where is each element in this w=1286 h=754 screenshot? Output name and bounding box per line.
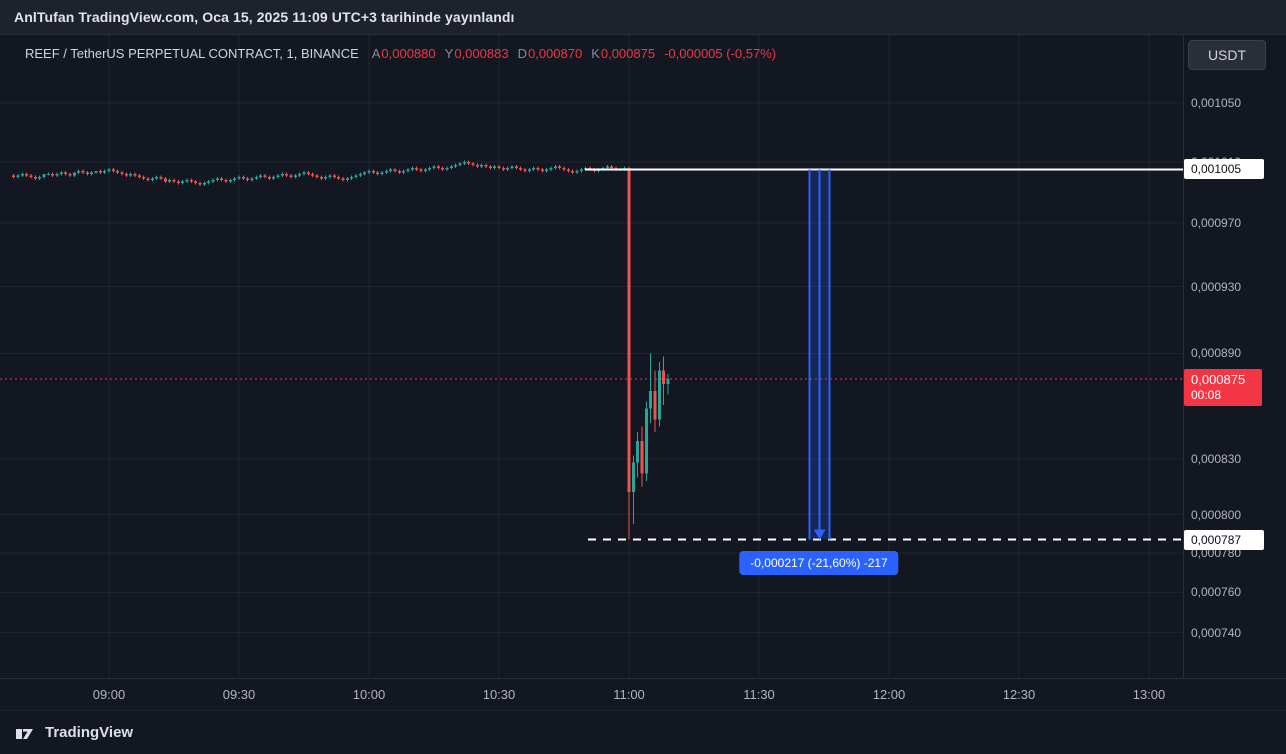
ohlc-open: A 0,000880 bbox=[371, 46, 436, 61]
bar-countdown: 00:08 bbox=[1191, 388, 1222, 403]
time-axis-label: 12:00 bbox=[872, 687, 906, 702]
tradingview-brand-text[interactable]: TradingView bbox=[45, 724, 134, 741]
time-axis-label: 09:00 bbox=[92, 687, 126, 702]
price-axis-label: 0,000890 bbox=[1191, 346, 1242, 361]
price-axis-label: 0,000800 bbox=[1191, 507, 1242, 522]
ohlc-low: D 0,000870 bbox=[517, 46, 583, 61]
ohlc-high: Y 0,000883 bbox=[444, 46, 509, 61]
candlestick-chart[interactable] bbox=[0, 35, 1286, 710]
low-price-line-label: 0,000787 bbox=[1184, 529, 1264, 550]
last-price-badge: 0,000875 00:08 bbox=[1184, 369, 1262, 407]
candles-layer bbox=[12, 160, 670, 540]
time-axis-label: 11:30 bbox=[743, 687, 775, 702]
time-axis-label: 10:00 bbox=[352, 687, 386, 702]
high-price-line-label: 0,001005 bbox=[1184, 159, 1264, 180]
time-axis-label: 10:30 bbox=[482, 687, 516, 702]
drawing-lines-layer bbox=[585, 168, 1183, 541]
price-axis-label: 0,000780 bbox=[1191, 546, 1242, 561]
price-axis-label: 0,001050 bbox=[1191, 96, 1242, 110]
time-axis[interactable]: 09:00 09:30 10:00 10:30 11:00 11:30 12:00 12:30… bbox=[0, 678, 1286, 710]
price-axis-label: 0,000830 bbox=[1191, 451, 1242, 466]
time-axis-label: 09:30 bbox=[222, 687, 256, 702]
published-info-text: AnlTufan TradingView.com, Oca 15, 2025 1… bbox=[14, 9, 515, 25]
time-axis-label: 11:00 bbox=[613, 687, 645, 702]
measure-tool-label[interactable]: -0,000217 (-21,60%) -217 bbox=[739, 550, 899, 575]
time-axis-label: 13:00 bbox=[1132, 687, 1166, 702]
measure-band[interactable] bbox=[808, 169, 831, 540]
symbol-title[interactable]: REEF / TetherUS PERPETUAL CONTRACT, 1, B… bbox=[25, 46, 359, 61]
published-info-bar: AnlTufan TradingView.com, Oca 15, 2025 1… bbox=[0, 0, 1286, 35]
price-axis[interactable]: 0,0010500,0010100,0009700,0009300,000890… bbox=[1183, 35, 1286, 678]
footer-bar: TradingView bbox=[0, 710, 1286, 754]
price-axis-label: 0,000930 bbox=[1191, 279, 1242, 294]
time-axis-label: 12:30 bbox=[1002, 687, 1036, 702]
measure-arrow-down-icon bbox=[813, 529, 826, 540]
currency-toggle-button[interactable]: USDT bbox=[1188, 40, 1266, 70]
last-price-value: 0,000875 bbox=[1191, 372, 1246, 388]
chart-pane[interactable]: REEF / TetherUS PERPETUAL CONTRACT, 1, B… bbox=[0, 35, 1286, 710]
price-change: -0,000005 (-0,57%) bbox=[664, 46, 777, 61]
price-axis-label: 0,000740 bbox=[1191, 625, 1242, 640]
price-axis-label: 0,000970 bbox=[1191, 215, 1242, 230]
price-axis-label: 0,000760 bbox=[1191, 585, 1242, 600]
tradingview-logo-icon[interactable] bbox=[14, 722, 36, 744]
grid-layer bbox=[0, 35, 1183, 678]
chart-legend[interactable]: REEF / TetherUS PERPETUAL CONTRACT, 1, B… bbox=[25, 46, 776, 61]
ohlc-close: K 0,000875 bbox=[591, 46, 656, 61]
